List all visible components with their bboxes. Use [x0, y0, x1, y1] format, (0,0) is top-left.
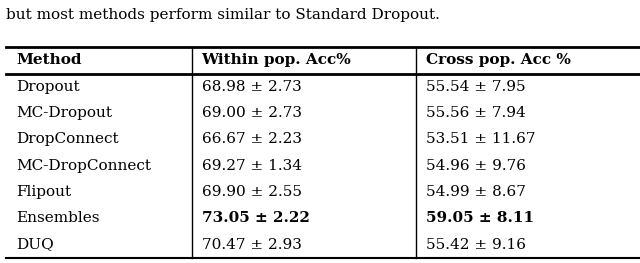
Text: MC-Dropout: MC-Dropout [16, 106, 112, 120]
Text: 69.27 ± 1.34: 69.27 ± 1.34 [202, 159, 301, 173]
Text: Dropout: Dropout [16, 80, 79, 94]
Text: but most methods perform similar to Standard Dropout.: but most methods perform similar to Stan… [6, 8, 440, 22]
Text: Method: Method [16, 53, 81, 68]
Text: 68.98 ± 2.73: 68.98 ± 2.73 [202, 80, 301, 94]
Text: Cross pop. Acc %: Cross pop. Acc % [426, 53, 570, 68]
Text: 55.54 ± 7.95: 55.54 ± 7.95 [426, 80, 525, 94]
Text: 69.00 ± 2.73: 69.00 ± 2.73 [202, 106, 301, 120]
Text: 53.51 ± 11.67: 53.51 ± 11.67 [426, 132, 535, 146]
Text: 55.56 ± 7.94: 55.56 ± 7.94 [426, 106, 525, 120]
Text: DUQ: DUQ [16, 237, 54, 252]
Text: 59.05 ± 8.11: 59.05 ± 8.11 [426, 211, 534, 225]
Text: 66.67 ± 2.23: 66.67 ± 2.23 [202, 132, 301, 146]
Text: Flipout: Flipout [16, 185, 71, 199]
Text: 69.90 ± 2.55: 69.90 ± 2.55 [202, 185, 301, 199]
Text: Ensembles: Ensembles [16, 211, 99, 225]
Text: MC-DropConnect: MC-DropConnect [16, 159, 151, 173]
Text: 73.05 ± 2.22: 73.05 ± 2.22 [202, 211, 310, 225]
Text: DropConnect: DropConnect [16, 132, 118, 146]
Text: 54.99 ± 8.67: 54.99 ± 8.67 [426, 185, 525, 199]
Text: 70.47 ± 2.93: 70.47 ± 2.93 [202, 237, 301, 252]
Text: 55.42 ± 9.16: 55.42 ± 9.16 [426, 237, 525, 252]
Text: Within pop. Acc%: Within pop. Acc% [202, 53, 351, 68]
Text: 54.96 ± 9.76: 54.96 ± 9.76 [426, 159, 525, 173]
